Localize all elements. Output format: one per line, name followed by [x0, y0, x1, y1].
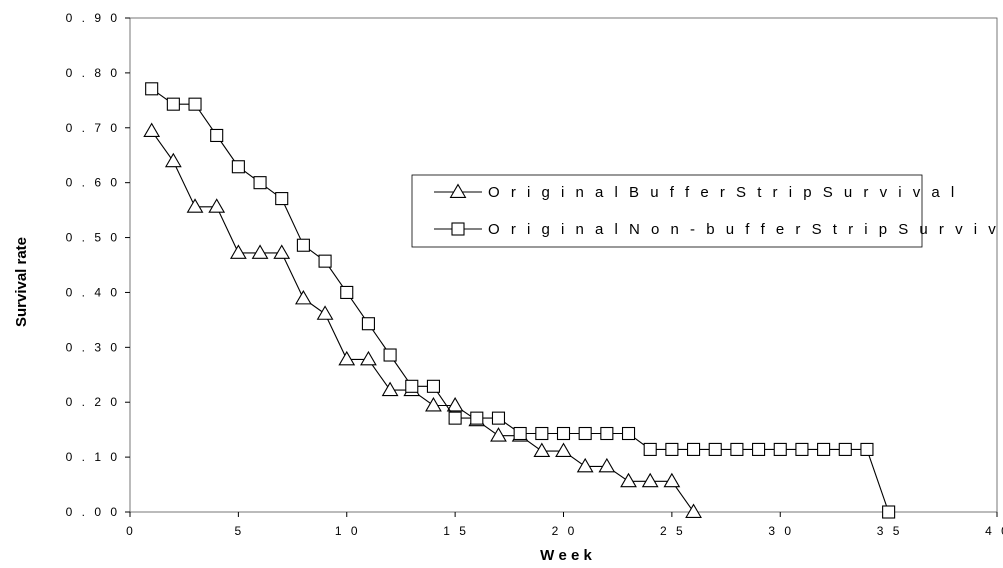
- series-triangle: [143, 122, 702, 518]
- legend-label: O r i g i n a l N o n - b u f f e r S t …: [488, 221, 1003, 238]
- legend: O r i g i n a l B u f f e r S t r i p S …: [411, 174, 1003, 248]
- data-point-triangle: [164, 152, 182, 168]
- data-point-square: [600, 426, 614, 441]
- data-point-triangle: [663, 472, 681, 488]
- x-tick-label: 1 0: [335, 524, 361, 538]
- y-tick-label: 0 . 6 0: [66, 176, 120, 190]
- y-tick-label: 0 . 3 0: [66, 340, 120, 354]
- data-point-square: [665, 442, 679, 456]
- x-tick-label: 1 5: [443, 524, 469, 538]
- x-tick-label: 3 0: [768, 524, 794, 538]
- x-tick-label: 0: [126, 524, 136, 538]
- data-point-square: [535, 426, 549, 441]
- data-point-triangle: [229, 244, 247, 259]
- data-point-square: [253, 176, 267, 190]
- data-point-square: [383, 348, 397, 362]
- data-point-square: [188, 97, 202, 111]
- data-point-triangle: [316, 305, 334, 320]
- data-point-triangle: [381, 381, 399, 397]
- data-point-square: [145, 82, 159, 96]
- data-point-square: [448, 411, 462, 425]
- data-point-square: [730, 442, 744, 456]
- data-point-square: [773, 442, 787, 456]
- data-point-square: [578, 426, 592, 441]
- data-point-square: [686, 442, 701, 456]
- data-point-triangle: [143, 122, 161, 138]
- data-point-triangle: [446, 396, 464, 412]
- legend-entry: O r i g i n a l N o n - b u f f e r S t …: [434, 221, 1003, 238]
- data-point-square: [817, 442, 831, 456]
- data-point-square: [340, 285, 354, 299]
- y-tick-label: 0 . 5 0: [66, 231, 120, 245]
- data-point-triangle: [338, 350, 356, 366]
- data-point-square: [470, 411, 484, 425]
- x-tick-label: 3 5: [877, 524, 903, 538]
- data-point-square: [860, 442, 874, 456]
- legend-box: [411, 174, 923, 248]
- y-tick-label: 0 . 4 0: [66, 285, 120, 299]
- data-point-triangle: [490, 427, 507, 442]
- y-tick-label: 0 . 1 0: [66, 450, 120, 464]
- data-point-triangle: [186, 198, 204, 213]
- data-point-triangle: [295, 289, 312, 305]
- data-point-square: [405, 379, 419, 393]
- data-point-triangle: [273, 244, 291, 259]
- data-point-square: [708, 442, 722, 456]
- legend-entry: O r i g i n a l B u f f e r S t r i p S …: [434, 183, 958, 201]
- y-axis-title: Survival rate: [13, 237, 30, 327]
- legend-marker-square: [451, 222, 465, 236]
- data-point-square: [752, 442, 766, 456]
- data-point-square: [795, 442, 809, 456]
- data-point-triangle: [533, 442, 551, 458]
- data-point-square: [426, 379, 441, 393]
- data-point-square: [166, 97, 180, 111]
- x-tick-label: 5: [235, 524, 245, 538]
- y-tick-label: 0 . 0 0: [66, 505, 120, 519]
- data-point-square: [210, 128, 224, 143]
- x-axis: 0 5 1 0 1 5 2 0 2 5 3 0 3 5 4 0: [126, 512, 1003, 538]
- data-point-square: [513, 426, 527, 441]
- legend-marker-triangle: [449, 183, 467, 198]
- data-point-triangle: [425, 396, 442, 412]
- data-point-square: [231, 160, 245, 174]
- data-point-triangle: [641, 472, 659, 488]
- data-point-square: [361, 317, 375, 331]
- legend-label: O r i g i n a l B u f f e r S t r i p S …: [488, 184, 958, 201]
- data-point-triangle: [576, 457, 594, 473]
- y-axis: 0 . 0 0 0 . 1 0 0 . 2 0 0 . 3 0 0 . 4 0 0 . 5…: [66, 11, 130, 519]
- series-layer: [143, 82, 896, 519]
- data-point-triangle: [251, 244, 269, 259]
- data-point-triangle: [360, 350, 377, 366]
- data-point-triangle: [685, 503, 702, 518]
- data-point-triangle: [208, 198, 226, 213]
- y-tick-label: 0 . 9 0: [66, 11, 120, 25]
- data-point-triangle: [555, 442, 572, 458]
- data-point-square: [643, 442, 657, 456]
- series-square: [145, 82, 896, 519]
- data-point-square: [491, 411, 506, 425]
- data-point-square: [556, 426, 571, 441]
- data-point-square: [838, 442, 852, 456]
- data-point-square: [621, 426, 636, 441]
- data-point-square: [882, 505, 896, 519]
- y-tick-label: 0 . 8 0: [66, 66, 120, 80]
- x-tick-label: 4 0: [985, 524, 1003, 538]
- x-tick-label: 2 5: [660, 524, 686, 538]
- y-tick-label: 0 . 7 0: [66, 121, 120, 135]
- y-tick-label: 0 . 2 0: [66, 395, 120, 409]
- data-point-triangle: [598, 457, 616, 473]
- data-point-square: [296, 238, 310, 252]
- data-point-triangle: [620, 472, 637, 488]
- x-tick-label: 2 0: [552, 524, 578, 538]
- x-axis-title: W e e k: [540, 547, 592, 563]
- data-point-square: [318, 254, 332, 268]
- data-point-square: [275, 192, 289, 206]
